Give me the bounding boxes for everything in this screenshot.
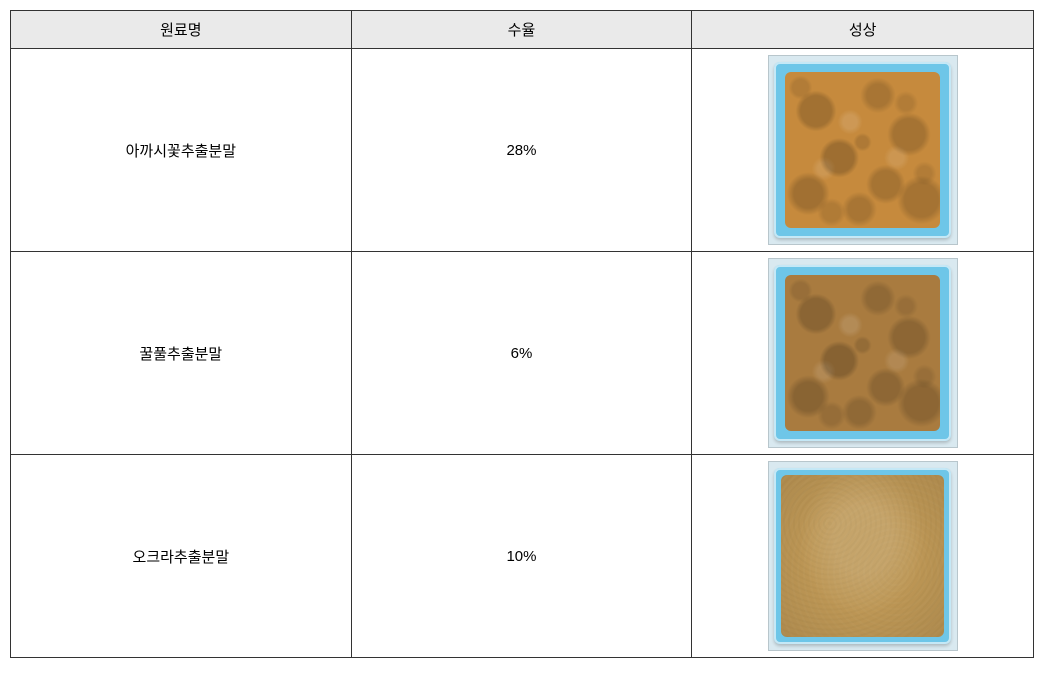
clumpy-powder-icon bbox=[785, 275, 941, 431]
sample-dish bbox=[769, 462, 957, 650]
table-row: 오크라추출분말10% bbox=[11, 455, 1034, 658]
sample-dish bbox=[769, 259, 957, 447]
cell-appearance bbox=[692, 49, 1034, 252]
cell-yield: 6% bbox=[351, 252, 692, 455]
cell-appearance bbox=[692, 252, 1034, 455]
clumpy-powder-icon bbox=[785, 72, 941, 228]
table-body: 아까시꽃추출분말28%꿀풀추출분말6%오크라추출분말10% bbox=[11, 49, 1034, 658]
dish-inner bbox=[774, 468, 951, 645]
powder-sample-image bbox=[768, 461, 958, 651]
header-yield: 수율 bbox=[351, 11, 692, 49]
fine-powder-icon bbox=[781, 475, 944, 638]
header-appearance: 성상 bbox=[692, 11, 1034, 49]
cell-name: 아까시꽃추출분말 bbox=[11, 49, 352, 252]
ingredients-table: 원료명 수율 성상 아까시꽃추출분말28%꿀풀추출분말6%오크라추출분말10% bbox=[10, 10, 1034, 658]
cell-yield: 28% bbox=[351, 49, 692, 252]
header-row: 원료명 수율 성상 bbox=[11, 11, 1034, 49]
table-row: 아까시꽃추출분말28% bbox=[11, 49, 1034, 252]
cell-name: 꿀풀추출분말 bbox=[11, 252, 352, 455]
table-row: 꿀풀추출분말6% bbox=[11, 252, 1034, 455]
sample-dish bbox=[769, 56, 957, 244]
cell-appearance bbox=[692, 455, 1034, 658]
cell-yield: 10% bbox=[351, 455, 692, 658]
cell-name: 오크라추출분말 bbox=[11, 455, 352, 658]
header-name: 원료명 bbox=[11, 11, 352, 49]
dish-inner bbox=[774, 62, 951, 239]
dish-inner bbox=[774, 265, 951, 442]
powder-sample-image bbox=[768, 55, 958, 245]
powder-sample-image bbox=[768, 258, 958, 448]
